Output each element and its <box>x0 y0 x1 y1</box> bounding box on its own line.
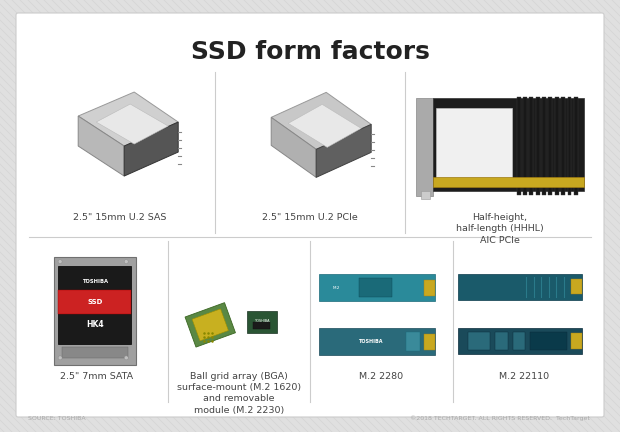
Text: 2.5" 7mm SATA: 2.5" 7mm SATA <box>60 372 133 381</box>
Bar <box>53 257 136 365</box>
Polygon shape <box>271 118 316 178</box>
Text: M.2 2280: M.2 2280 <box>359 372 404 381</box>
Circle shape <box>124 356 128 360</box>
Circle shape <box>58 356 62 360</box>
Text: SOURCE: TOSHIBA: SOURCE: TOSHIBA <box>28 416 86 420</box>
Text: 2.5" 15mm U.2 SAS: 2.5" 15mm U.2 SAS <box>73 213 167 222</box>
Polygon shape <box>78 92 178 146</box>
Bar <box>319 274 435 301</box>
Polygon shape <box>96 104 168 144</box>
Bar <box>529 97 533 195</box>
Bar <box>555 97 559 195</box>
Bar <box>417 98 433 196</box>
Bar <box>360 278 392 297</box>
Text: Half-height,
half-length (HHHL)
AIC PCIe: Half-height, half-length (HHHL) AIC PCIe <box>456 213 544 245</box>
Bar <box>571 279 582 295</box>
Text: M.2: M.2 <box>332 286 340 290</box>
Bar <box>516 97 521 195</box>
Text: M.2 22110: M.2 22110 <box>498 372 549 381</box>
Polygon shape <box>124 122 178 176</box>
Bar <box>58 266 131 344</box>
Text: ©2018 TECHTARGET. ALL RIGHTS RESERVED.  TechTarget: ©2018 TECHTARGET. ALL RIGHTS RESERVED. T… <box>410 415 590 421</box>
Polygon shape <box>271 92 371 149</box>
Text: SSD form factors: SSD form factors <box>190 40 430 64</box>
Bar <box>436 108 511 178</box>
Polygon shape <box>288 105 361 147</box>
Polygon shape <box>192 309 228 341</box>
Bar <box>458 274 582 299</box>
Bar <box>433 98 583 191</box>
Circle shape <box>58 260 62 264</box>
Bar <box>458 328 582 354</box>
Bar <box>62 347 128 358</box>
Bar <box>406 332 420 351</box>
Text: TOSHIBA: TOSHIBA <box>254 320 269 324</box>
FancyBboxPatch shape <box>16 13 604 417</box>
Polygon shape <box>78 116 124 176</box>
Bar <box>561 97 565 195</box>
Polygon shape <box>247 311 277 333</box>
Circle shape <box>124 260 128 264</box>
Bar <box>536 97 539 195</box>
Bar <box>468 332 490 350</box>
Bar <box>422 191 430 199</box>
Bar <box>542 97 546 195</box>
Text: TOSHIBA: TOSHIBA <box>82 279 108 283</box>
Bar <box>433 178 583 187</box>
Text: 2.5" 15mm U.2 PCIe: 2.5" 15mm U.2 PCIe <box>262 213 358 222</box>
Bar <box>571 334 582 349</box>
Bar <box>58 290 131 314</box>
Bar <box>574 97 578 195</box>
Bar <box>567 97 572 195</box>
Bar <box>549 97 552 195</box>
Bar <box>423 334 435 350</box>
Text: Ball grid array (BGA)
surface-mount (M.2 1620)
and removable
module (M.2 2230): Ball grid array (BGA) surface-mount (M.2… <box>177 372 301 414</box>
Bar <box>319 328 435 355</box>
Bar <box>495 332 508 350</box>
Text: SSD: SSD <box>87 299 102 305</box>
Bar <box>530 332 567 350</box>
Polygon shape <box>316 124 371 178</box>
Bar <box>513 332 525 350</box>
Text: HK4: HK4 <box>86 320 104 329</box>
Text: TOSHIBA: TOSHIBA <box>359 339 383 344</box>
Polygon shape <box>254 322 270 329</box>
Polygon shape <box>185 303 236 347</box>
Bar <box>423 280 435 296</box>
Bar <box>523 97 527 195</box>
